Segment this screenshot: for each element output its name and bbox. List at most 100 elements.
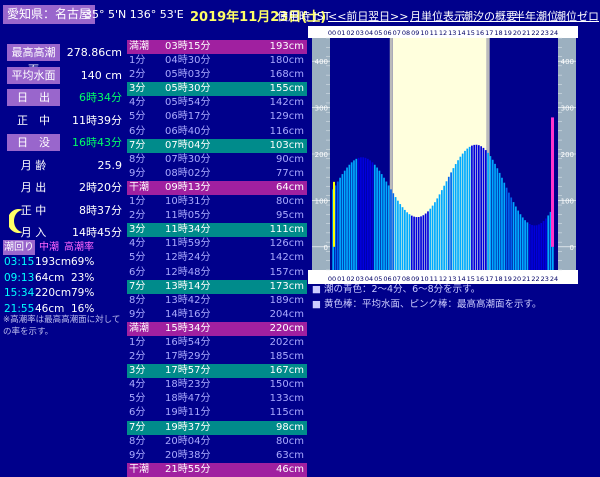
tide-bar [447,176,450,270]
x-tick-label: 17 [485,29,493,37]
x-tick-label: 05 [374,275,382,283]
x-tick-label: 20 [513,275,521,283]
tide-bar [457,160,459,270]
table-row: 満潮 03時15分 193cm [127,40,307,55]
table-cell-time: 10時31分 [165,196,211,208]
high-rate-label: 高潮率 [64,242,94,253]
tide-rate: 16% [71,302,95,315]
tide-bar [371,162,374,270]
tide-time: 09:13 [4,271,35,284]
x-tick-label: 13 [448,29,456,37]
monthly-view-link[interactable]: 月単位表示 [410,10,465,23]
tide-bar [498,172,501,270]
table-cell-stage: 8分 [129,153,146,165]
tide-bar [471,145,473,270]
table-cell-time: 13時42分 [165,294,211,306]
table-row: 5分 18時47分 133cm [127,392,307,406]
table-cell-height: 142cm [269,252,304,264]
x-tick-label: 07 [393,275,401,283]
y-tick-label: 100 [315,197,328,205]
table-cell-time: 07時04分 [165,139,211,151]
tide-summary-link[interactable]: 潮汐の概要 [462,10,517,23]
x-tick-label: 02 [346,275,354,283]
tide-bar [526,222,529,270]
tide-bar [480,146,483,270]
info-row: 最高高潮面 278.86cm [0,44,124,76]
table-cell-time: 17時29分 [165,351,211,363]
table-cell-height: 133cm [269,393,304,405]
tide-bar [362,157,365,270]
table-cell-stage: 4分 [129,379,146,391]
high-low-row: 15:34 220cm 79% [3,286,125,302]
table-cell-height: 220cm [269,322,304,334]
table-row: 3分 05時30分 155cm [127,82,307,97]
table-cell-stage: 7分 [129,139,146,151]
table-row: 1分 10時31分 80cm [127,195,307,209]
table-cell-height: 63cm [276,449,304,461]
table-cell-stage: 2分 [129,351,146,363]
table-cell-stage: 9分 [129,449,146,461]
table-cell-stage: 1分 [129,336,146,348]
table-row: 5分 06時17分 129cm [127,110,307,124]
table-cell-time: 09時13分 [165,181,211,193]
info-label: 正 中 [20,203,47,217]
x-tick-label: 10 [420,275,428,283]
tide-bar [417,216,420,270]
tide-bar [540,223,543,270]
tide-bar [420,216,422,270]
tide-bar [468,146,471,270]
table-row: 6分 06時40分 116cm [127,125,307,139]
tide-bar [487,152,489,270]
tide-bar [378,170,381,270]
table-cell-time: 04時30分 [165,55,211,67]
tide-rate: 69% [71,256,95,268]
table-cell-height: 173cm [269,280,304,292]
tide-bar [524,220,526,270]
x-tick-label: 01 [337,29,345,37]
tide-bar [401,207,404,270]
tide-bar [514,206,517,270]
table-cell-time: 05時30分 [165,83,211,95]
table-cell-time: 16時54分 [165,336,211,348]
location-label: 愛知県：名古屋 [3,5,96,24]
tide-bar [415,217,418,270]
tide-time: 21:55 [4,302,35,315]
tide-bar [464,150,466,270]
tide-bar [521,217,524,270]
table-cell-stage: 2分 [129,69,146,81]
prev-day-link[interactable]: <<前日 [328,10,369,23]
table-cell-height: 193cm [269,41,304,52]
tide-bar [406,212,409,270]
y-tick-label: 300 [315,105,328,113]
x-tick-label: 03 [356,275,364,283]
half-year-link[interactable]: 半年潮位 [514,10,558,23]
y-tick-label: 300 [561,105,574,113]
tide-bar [459,156,462,270]
x-tick-label: 15 [467,29,475,37]
tide-bar [533,225,536,270]
table-cell-time: 21時55分 [165,463,211,475]
table-cell-time: 11時05分 [165,210,211,222]
table-cell-height: 77cm [276,167,304,179]
tide-time: 15:34 [4,287,35,299]
tide-bar [517,210,520,270]
table-cell-height: 103cm [269,139,304,151]
table-row: 7分 07時04分 103cm [127,138,307,153]
next-day-link[interactable]: 翌日>> [368,10,409,23]
table-cell-height: 80cm [276,196,304,208]
tide-zero-link[interactable]: 潮位ゼロ [555,10,599,23]
table-cell-height: 157cm [269,266,304,278]
table-cell-stage: 6分 [129,125,146,137]
tide-bar [394,197,397,270]
table-row: 2分 11時05分 95cm [127,209,307,223]
table-cell-time: 15時34分 [165,322,211,334]
table-cell-height: 167cm [269,365,304,377]
info-label: 日 出 [7,89,60,106]
info-label: 月 入 [20,226,47,239]
table-row: 6分 12時48分 157cm [127,266,307,280]
info-label: 正 中 [17,113,50,127]
table-cell-stage: 5分 [129,111,146,123]
x-tick-label: 22 [531,29,539,37]
tide-bar [438,194,441,270]
